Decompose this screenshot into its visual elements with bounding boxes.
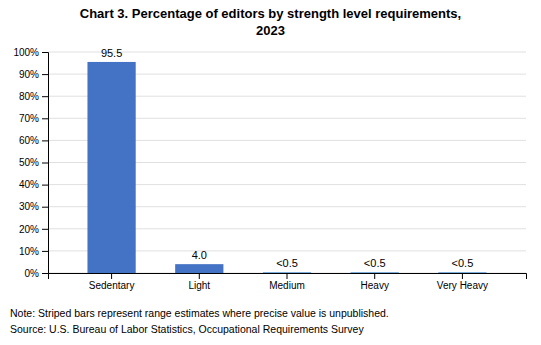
- y-tick-mark: [42, 229, 48, 230]
- x-tick-label: Very Heavy: [437, 280, 488, 291]
- x-tick-mark: [111, 273, 112, 279]
- data-label: <0.5: [276, 257, 298, 269]
- y-tick-label: 90%: [19, 69, 39, 80]
- x-axis-line: [49, 274, 527, 280]
- x-tick-label: Heavy: [361, 280, 389, 291]
- y-tick-mark: [42, 74, 48, 75]
- y-tick-mark: [42, 163, 48, 164]
- y-tick: 80%: [19, 91, 48, 102]
- data-label: <0.5: [452, 257, 474, 269]
- bar: [263, 272, 311, 273]
- data-label: 4.0: [192, 249, 207, 261]
- y-tick-label: 80%: [19, 91, 39, 102]
- x-tick-label: Medium: [269, 280, 305, 291]
- y-axis-line: [42, 53, 49, 274]
- bar: [351, 272, 399, 273]
- plot: 0% 10% 20% 30% 40% 50% 60% 70% 80% 90% 100% Sedenta…: [13, 47, 526, 291]
- chart: Chart 3. Percentage of editors by streng…: [0, 0, 541, 345]
- y-tick: 10%: [19, 246, 48, 257]
- y-tick-label: 10%: [19, 246, 39, 257]
- bar: [175, 264, 223, 273]
- y-tick: 0%: [25, 268, 48, 279]
- y-tick: 40%: [19, 179, 48, 190]
- title: Chart 3. Percentage of editors by streng…: [80, 6, 461, 38]
- y-tick-mark: [42, 140, 48, 141]
- bar: [87, 62, 135, 273]
- y-tick-label: 20%: [19, 224, 39, 235]
- annotation: Note: Striped bars represent range estim…: [10, 307, 389, 319]
- y-tick-mark: [42, 52, 48, 53]
- grid: [48, 52, 526, 273]
- y-tick-label: 40%: [19, 179, 39, 190]
- y-tick: 90%: [19, 69, 48, 80]
- y-tick-mark: [42, 251, 48, 252]
- y-tick-label: 50%: [19, 157, 39, 168]
- annotation: Source: U.S. Bureau of Labor Statistics,…: [10, 323, 364, 335]
- y-tick: 50%: [19, 157, 48, 168]
- y-tick: 60%: [19, 135, 48, 146]
- x-tick: Very Heavy: [437, 273, 488, 291]
- y-tick: 30%: [19, 201, 48, 212]
- y-tick-label: 70%: [19, 113, 39, 124]
- y-tick-label: 100%: [13, 47, 39, 58]
- x-tick-mark: [287, 273, 288, 279]
- x-tick: Light: [188, 273, 210, 291]
- x-tick: Heavy: [361, 273, 389, 291]
- x-tick-label: Light: [188, 280, 210, 291]
- y-tick: 100%: [13, 47, 48, 58]
- bar: [438, 272, 486, 273]
- x-tick: Sedentary: [89, 273, 135, 291]
- x-tick: Medium: [269, 273, 305, 291]
- bars: [87, 62, 486, 273]
- y-tick-mark: [42, 96, 48, 97]
- x-tick-mark: [462, 273, 463, 279]
- data-label: 95.5: [101, 47, 122, 59]
- y-tick: 20%: [19, 224, 48, 235]
- x-tick-mark: [374, 273, 375, 279]
- y-axis: 0% 10% 20% 30% 40% 50% 60% 70% 80% 90% 100%: [13, 47, 48, 279]
- y-tick-label: 0%: [25, 268, 40, 279]
- y-tick-label: 60%: [19, 135, 39, 146]
- y-tick-mark: [42, 118, 48, 119]
- y-tick-mark: [42, 273, 48, 274]
- data-labels: 95.5 4.0 <0.5 <0.5 <0.5: [101, 47, 473, 269]
- y-tick-mark: [42, 185, 48, 186]
- y-tick: 70%: [19, 113, 48, 124]
- x-tick-mark: [199, 273, 200, 279]
- y-tick-label: 30%: [19, 201, 39, 212]
- data-label: <0.5: [364, 257, 386, 269]
- x-axis: Sedentary Light Medium Heavy Very Heavy: [49, 273, 527, 291]
- y-tick-mark: [42, 207, 48, 208]
- x-tick-label: Sedentary: [89, 280, 135, 291]
